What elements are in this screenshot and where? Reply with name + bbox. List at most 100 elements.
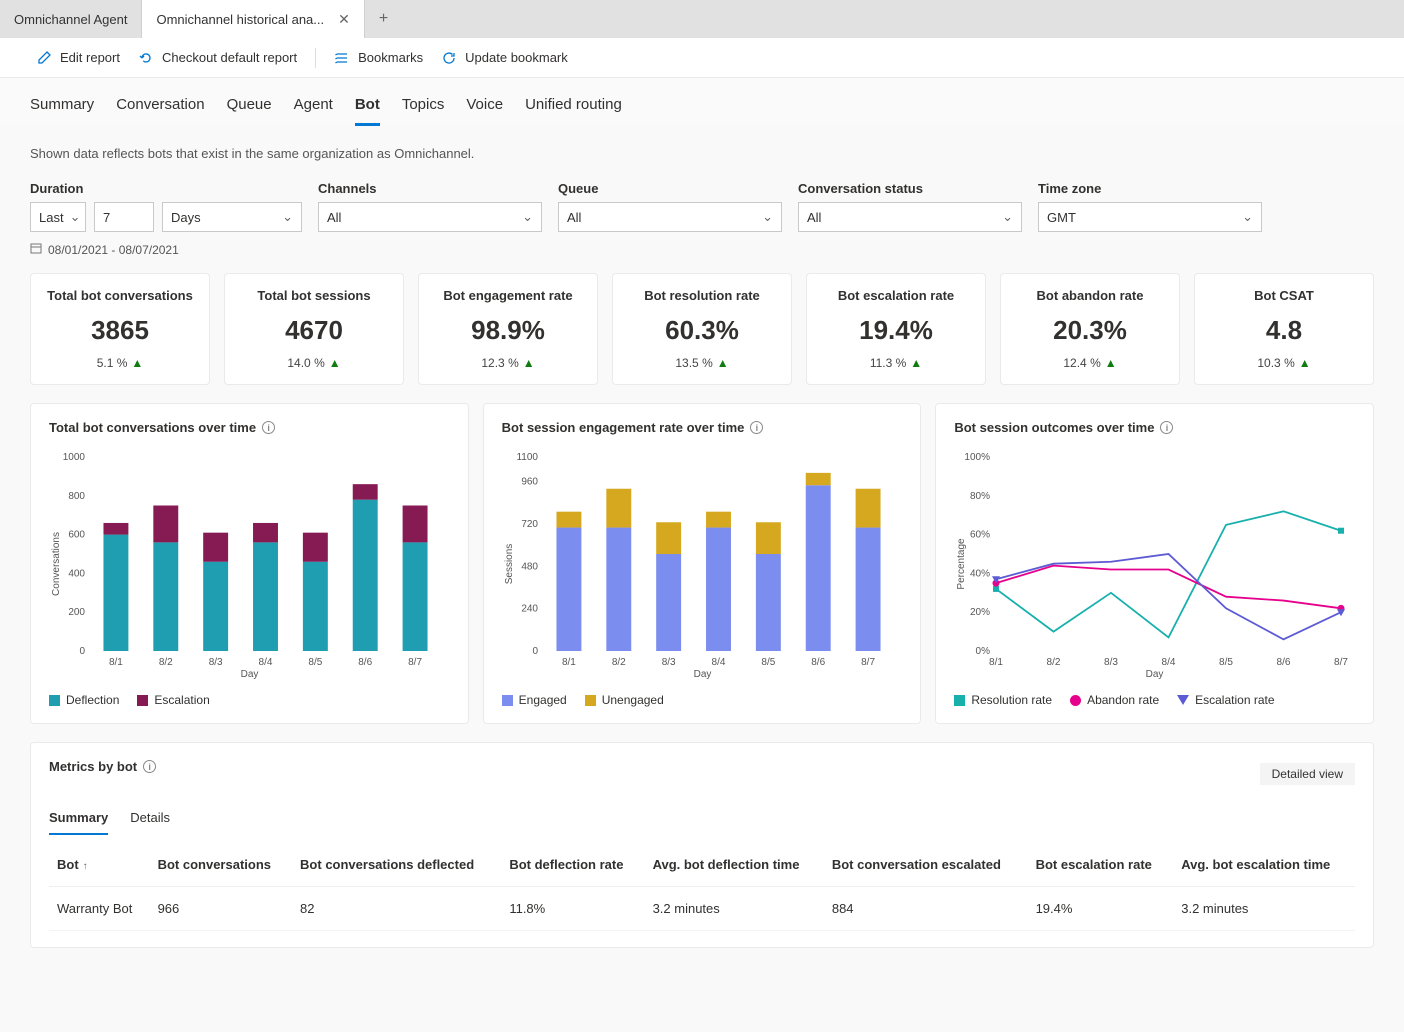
toolbar-label: Bookmarks <box>358 50 423 65</box>
update-bookmark-button[interactable]: Update bookmark <box>435 46 574 70</box>
kpi-title: Bot resolution rate <box>623 288 781 303</box>
svg-text:Conversations: Conversations <box>51 532 62 596</box>
svg-text:8/3: 8/3 <box>661 657 675 668</box>
table-header[interactable]: Avg. bot deflection time <box>645 843 824 887</box>
svg-text:8/7: 8/7 <box>861 657 875 668</box>
date-range: 08/01/2021 - 08/07/2021 <box>30 242 1374 257</box>
duration-unit-select[interactable]: Days⌄ <box>162 202 302 232</box>
svg-text:8/4: 8/4 <box>1162 657 1176 668</box>
close-icon[interactable]: ✕ <box>338 11 350 28</box>
svg-text:8/3: 8/3 <box>209 657 223 668</box>
filter-label: Duration <box>30 181 302 196</box>
table-header[interactable]: Avg. bot escalation time <box>1173 843 1355 887</box>
duration-filter: Duration Last⌄ 7 Days⌄ <box>30 181 302 232</box>
svg-text:8/5: 8/5 <box>1219 657 1233 668</box>
kpi-title: Bot abandon rate <box>1011 288 1169 303</box>
date-range-text: 08/01/2021 - 08/07/2021 <box>48 243 179 257</box>
legend-item: Escalation rate <box>1177 693 1274 707</box>
detailed-view-button[interactable]: Detailed view <box>1260 763 1355 785</box>
svg-text:400: 400 <box>68 568 85 579</box>
legend-item: Abandon rate <box>1070 693 1159 707</box>
timezone-select[interactable]: GMT⌄ <box>1038 202 1262 232</box>
up-icon: ▲ <box>1299 356 1311 370</box>
legend-item: Unengaged <box>585 693 664 707</box>
subtab-summary[interactable]: Summary <box>49 806 108 835</box>
table-header[interactable]: Bot conversations <box>150 843 292 887</box>
sort-icon: ↑ <box>83 861 88 872</box>
kpi-change: 13.5 %▲ <box>623 356 781 370</box>
table-cell: 82 <box>292 887 501 931</box>
table-header[interactable]: Bot deflection rate <box>501 843 644 887</box>
svg-text:800: 800 <box>68 491 85 502</box>
timezone-filter: Time zone GMT⌄ <box>1038 181 1262 232</box>
table-cell: 3.2 minutes <box>645 887 824 931</box>
kpi-title: Bot CSAT <box>1205 288 1363 303</box>
queue-filter: Queue All⌄ <box>558 181 782 232</box>
status-select[interactable]: All⌄ <box>798 202 1022 232</box>
queue-select[interactable]: All⌄ <box>558 202 782 232</box>
info-icon[interactable]: i <box>1160 421 1173 434</box>
legend-label: Escalation rate <box>1195 693 1274 707</box>
duration-num-input[interactable]: 7 <box>94 202 154 232</box>
svg-text:8/7: 8/7 <box>408 657 422 668</box>
bookmarks-button[interactable]: Bookmarks <box>328 46 429 70</box>
svg-text:8/2: 8/2 <box>1047 657 1061 668</box>
svg-text:8/1: 8/1 <box>562 657 576 668</box>
svg-text:8/6: 8/6 <box>1277 657 1291 668</box>
chevron-down-icon: ⌄ <box>1002 209 1013 225</box>
table-header[interactable]: Bot conversations deflected <box>292 843 501 887</box>
svg-text:960: 960 <box>521 477 538 488</box>
svg-text:8/4: 8/4 <box>259 657 273 668</box>
new-tab-button[interactable]: + <box>365 0 402 38</box>
edit-report-button[interactable]: Edit report <box>30 46 126 70</box>
app-tab-inactive[interactable]: Omnichannel Agent <box>0 0 142 38</box>
table-cell: 884 <box>824 887 1028 931</box>
table-row[interactable]: Warranty Bot9668211.8%3.2 minutes88419.4… <box>49 887 1355 931</box>
legend-item: Deflection <box>49 693 119 707</box>
report-tabs: Summary Conversation Queue Agent Bot Topics Vo… <box>0 78 1404 126</box>
report-tab-bot[interactable]: Bot <box>355 90 380 126</box>
kpi-title: Bot engagement rate <box>429 288 587 303</box>
kpi-value: 19.4% <box>817 315 975 346</box>
duration-last-select[interactable]: Last⌄ <box>30 202 86 232</box>
checkout-report-button[interactable]: Checkout default report <box>132 46 303 70</box>
app-tab-label: Omnichannel Agent <box>14 12 127 27</box>
up-icon: ▲ <box>717 356 729 370</box>
browser-tab-bar: Omnichannel Agent Omnichannel historical… <box>0 0 1404 38</box>
chevron-down-icon: ⌄ <box>282 209 293 225</box>
svg-text:8/4: 8/4 <box>711 657 725 668</box>
pencil-icon <box>36 50 52 66</box>
info-icon[interactable]: i <box>262 421 275 434</box>
table-header[interactable]: Bot conversation escalated <box>824 843 1028 887</box>
report-tab-unified-routing[interactable]: Unified routing <box>525 90 622 126</box>
chart-title: Total bot conversations over time <box>49 420 256 435</box>
svg-text:1100: 1100 <box>516 452 538 463</box>
up-icon: ▲ <box>1105 356 1117 370</box>
legend-label: Deflection <box>66 693 119 707</box>
table-cell: 19.4% <box>1028 887 1174 931</box>
kpi-card: Bot CSAT 4.8 10.3 %▲ <box>1194 273 1374 385</box>
report-tab-topics[interactable]: Topics <box>402 90 445 126</box>
kpi-value: 4.8 <box>1205 315 1363 346</box>
info-icon[interactable]: i <box>143 760 156 773</box>
svg-text:480: 480 <box>521 561 538 572</box>
report-tab-queue[interactable]: Queue <box>227 90 272 126</box>
report-tab-summary[interactable]: Summary <box>30 90 94 126</box>
subtab-details[interactable]: Details <box>130 806 170 835</box>
report-tab-agent[interactable]: Agent <box>294 90 333 126</box>
report-tab-voice[interactable]: Voice <box>466 90 503 126</box>
svg-text:8/6: 8/6 <box>358 657 372 668</box>
info-icon[interactable]: i <box>750 421 763 434</box>
list-icon <box>334 50 350 66</box>
legend-item: Engaged <box>502 693 567 707</box>
chevron-down-icon: ⌄ <box>70 209 81 225</box>
channels-select[interactable]: All⌄ <box>318 202 542 232</box>
svg-text:8/7: 8/7 <box>1334 657 1348 668</box>
chart-legend: DeflectionEscalation <box>49 693 450 707</box>
svg-text:0: 0 <box>79 646 85 657</box>
report-tab-conversation[interactable]: Conversation <box>116 90 204 126</box>
app-tab-active[interactable]: Omnichannel historical ana... ✕ <box>142 0 364 38</box>
table-header[interactable]: Bot escalation rate <box>1028 843 1174 887</box>
kpi-change: 10.3 %▲ <box>1205 356 1363 370</box>
table-header[interactable]: Bot↑ <box>49 843 150 887</box>
